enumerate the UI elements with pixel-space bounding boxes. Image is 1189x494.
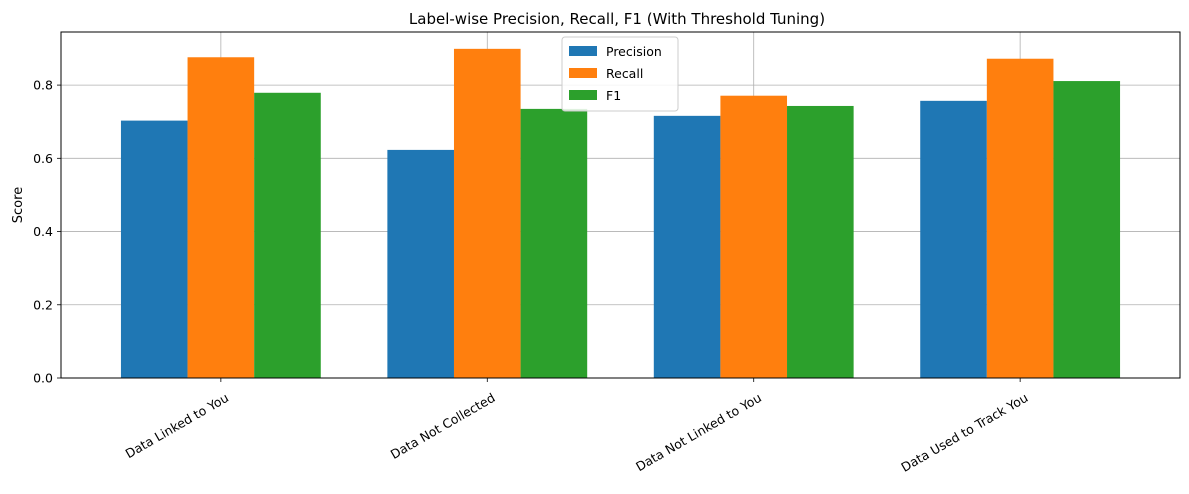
chart-title: Label-wise Precision, Recall, F1 (With T… [409,10,825,28]
bar-recall [720,95,788,378]
bar-f1 [254,92,321,378]
bar-f1 [520,108,588,378]
y-tick-label: 0.6 [33,151,53,166]
bar-precision [120,120,188,379]
y-tick-label: 0.2 [33,297,53,312]
legend-swatch-f1 [569,90,597,100]
x-tick-label: Data Not Collected [388,390,498,462]
x-tick-label: Data Not Linked to You [633,390,764,474]
legend-label-f1: F1 [606,88,621,103]
x-tick-label: Data Linked to You [123,390,232,461]
bar-recall [187,57,255,379]
bar-precision [387,149,454,378]
legend-label-precision: Precision [606,44,662,59]
x-tick-label: Data Used to Track You [898,390,1030,475]
y-tick-label: 0.8 [33,78,53,93]
bar-recall [453,48,521,379]
plot-frame [60,31,1181,379]
legend-label-recall: Recall [606,66,643,81]
y-tick-label: 0.0 [33,371,53,386]
bar-precision [920,100,987,378]
y-axis-label: Score [11,187,26,223]
bars-layer [120,48,1121,379]
bar-recall [986,58,1054,379]
bar-f1 [787,105,854,379]
bar-f1 [1053,81,1121,378]
bar-precision [653,115,721,378]
legend-swatch-precision [569,46,597,56]
y-tick-label: 0.4 [33,224,53,239]
legend: Precision Recall F1 [561,36,679,112]
legend-swatch-recall [569,68,597,78]
